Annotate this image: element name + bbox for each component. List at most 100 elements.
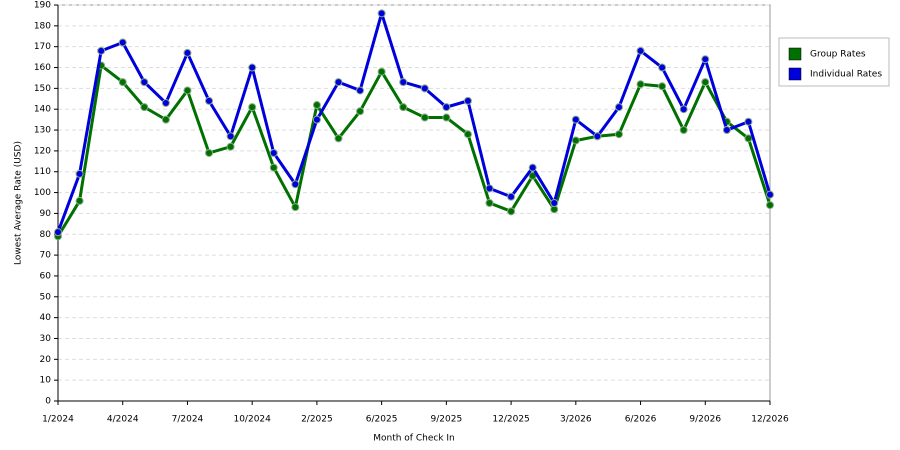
data-point [463, 130, 472, 139]
data-point [420, 113, 429, 122]
data-point [140, 78, 149, 87]
series-line [56, 11, 772, 233]
y-tick-label: 130 [34, 126, 51, 136]
data-point [614, 103, 623, 112]
data-point [183, 86, 192, 95]
series-line [56, 63, 772, 238]
data-point [140, 103, 149, 112]
y-tick-label: 10 [40, 376, 52, 386]
data-point [442, 103, 451, 112]
data-point [507, 207, 516, 216]
legend-label: Group Rates [810, 50, 866, 60]
data-point [269, 148, 278, 157]
data-point [722, 126, 731, 135]
x-tick-label: 6/2025 [366, 415, 398, 425]
data-point [399, 78, 408, 87]
x-tick-label: 7/2024 [172, 415, 204, 425]
x-tick-label: 9/2025 [431, 415, 463, 425]
data-point [269, 163, 278, 172]
x-tick-label: 1/2024 [42, 415, 74, 425]
y-tick-label: 180 [34, 21, 51, 31]
data-point [658, 82, 667, 91]
y-tick-label: 160 [34, 63, 51, 73]
data-point [291, 203, 300, 212]
data-point [248, 103, 257, 112]
data-point [161, 115, 170, 124]
data-point [701, 78, 710, 87]
y-tick-label: 60 [40, 271, 52, 281]
y-tick-label: 70 [40, 251, 52, 261]
y-tick-label: 110 [34, 167, 51, 177]
data-point [485, 184, 494, 193]
y-tick-label: 0 [45, 397, 51, 407]
data-point [54, 228, 62, 237]
data-point [658, 63, 667, 72]
y-tick-label: 30 [40, 334, 52, 344]
data-point [485, 199, 494, 207]
data-point [679, 105, 688, 114]
data-point [118, 38, 127, 47]
data-point [399, 103, 408, 112]
y-tick-label: 140 [34, 105, 51, 115]
x-tick-label: 10/2024 [233, 415, 271, 425]
data-point [550, 199, 559, 207]
data-point [463, 96, 472, 105]
data-point [701, 55, 710, 64]
data-point [377, 67, 386, 76]
data-point [636, 46, 645, 55]
data-point [75, 196, 84, 205]
y-tick-label: 80 [40, 230, 52, 240]
data-point [377, 9, 386, 18]
data-point [205, 96, 214, 105]
data-point [528, 163, 537, 172]
data-point [75, 169, 84, 178]
data-point [744, 117, 753, 126]
data-point [614, 130, 623, 139]
data-point [334, 78, 343, 87]
data-point [97, 46, 106, 55]
y-tick-label: 150 [34, 84, 51, 94]
x-axis-label: Month of Check In [373, 434, 455, 444]
legend: Group Rates Individual Rates [778, 37, 890, 87]
y-tick-label: 40 [40, 313, 52, 323]
data-point [507, 192, 516, 201]
data-point [571, 136, 580, 145]
data-point [334, 134, 343, 143]
x-tick-label: 6/2026 [625, 415, 657, 425]
y-tick-label: 100 [34, 188, 51, 198]
y-tick-label: 120 [34, 146, 51, 156]
data-point [593, 132, 602, 141]
data-point [766, 190, 774, 199]
x-tick-label: 9/2026 [689, 415, 721, 425]
data-point [248, 63, 257, 72]
y-tick-label: 190 [34, 1, 51, 11]
legend-swatch [788, 47, 802, 61]
data-point [766, 201, 774, 210]
data-point [226, 132, 235, 141]
x-tick-label: 4/2024 [107, 415, 139, 425]
data-point [205, 148, 214, 157]
data-point [118, 78, 127, 87]
legend-label: Individual Rates [810, 70, 882, 80]
x-tick-label: 2/2025 [301, 415, 333, 425]
data-point [420, 84, 429, 93]
plot-area [57, 4, 771, 402]
data-point [312, 115, 321, 124]
data-point [442, 113, 451, 122]
data-point [161, 98, 170, 107]
data-point [571, 115, 580, 124]
data-point [291, 180, 300, 189]
data-point [636, 80, 645, 89]
data-point [226, 142, 235, 151]
data-point [356, 86, 365, 95]
y-axis-label: Lowest Average Rate (USD) [14, 141, 24, 265]
data-point [679, 126, 688, 135]
x-tick-label: 12/2026 [751, 415, 789, 425]
data-point [183, 48, 192, 57]
y-tick-label: 170 [34, 42, 51, 52]
x-tick-label: 3/2026 [560, 415, 592, 425]
y-tick-label: 50 [40, 292, 52, 302]
data-point [356, 107, 365, 116]
legend-swatch [788, 67, 802, 81]
